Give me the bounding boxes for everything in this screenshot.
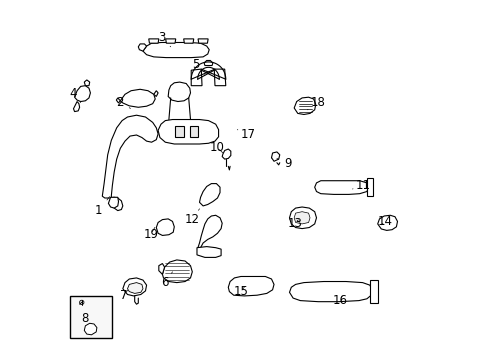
Text: 6: 6 <box>161 272 172 289</box>
Text: 7: 7 <box>120 289 127 302</box>
Polygon shape <box>73 102 80 112</box>
Polygon shape <box>156 219 174 235</box>
Polygon shape <box>228 276 273 296</box>
Text: 10: 10 <box>210 141 224 154</box>
Polygon shape <box>75 86 90 102</box>
Circle shape <box>80 300 84 305</box>
Polygon shape <box>197 247 221 257</box>
Polygon shape <box>165 39 175 43</box>
Polygon shape <box>294 97 315 114</box>
Polygon shape <box>222 149 230 159</box>
Text: 13: 13 <box>287 217 302 230</box>
Polygon shape <box>366 178 373 196</box>
Polygon shape <box>168 82 190 102</box>
Polygon shape <box>199 184 220 206</box>
Polygon shape <box>120 89 155 107</box>
Text: 12: 12 <box>184 209 200 226</box>
Polygon shape <box>214 69 225 86</box>
Polygon shape <box>294 212 309 224</box>
Polygon shape <box>191 69 202 86</box>
Polygon shape <box>122 278 146 296</box>
Text: 2: 2 <box>116 96 130 109</box>
Polygon shape <box>148 39 159 43</box>
Polygon shape <box>116 98 120 103</box>
Polygon shape <box>159 264 164 274</box>
Text: 1: 1 <box>95 197 109 217</box>
Polygon shape <box>289 282 371 302</box>
Polygon shape <box>153 91 158 96</box>
Polygon shape <box>162 260 192 283</box>
Polygon shape <box>158 120 218 144</box>
Text: 19: 19 <box>143 228 158 240</box>
Polygon shape <box>102 115 158 211</box>
Text: 17: 17 <box>237 129 255 141</box>
Polygon shape <box>108 197 118 208</box>
Polygon shape <box>198 39 208 43</box>
Polygon shape <box>289 207 316 229</box>
Polygon shape <box>314 181 368 194</box>
Text: 18: 18 <box>307 96 325 110</box>
Polygon shape <box>84 323 97 335</box>
Polygon shape <box>142 42 209 58</box>
Polygon shape <box>175 126 183 137</box>
Polygon shape <box>369 280 378 303</box>
Polygon shape <box>138 44 146 51</box>
Text: 3: 3 <box>158 31 170 47</box>
Text: 16: 16 <box>332 294 346 307</box>
Polygon shape <box>197 215 222 248</box>
Polygon shape <box>377 215 397 230</box>
Polygon shape <box>189 126 198 137</box>
Text: 9: 9 <box>276 157 291 170</box>
Bar <box>70 296 112 338</box>
Polygon shape <box>183 39 193 43</box>
Text: 15: 15 <box>233 285 248 298</box>
Polygon shape <box>84 80 89 86</box>
Polygon shape <box>204 60 212 66</box>
Text: 8: 8 <box>81 312 89 325</box>
Text: 14: 14 <box>377 215 391 228</box>
Text: 11: 11 <box>352 179 370 192</box>
Text: 5: 5 <box>192 58 204 76</box>
Polygon shape <box>127 283 142 293</box>
Text: 4: 4 <box>70 87 81 103</box>
